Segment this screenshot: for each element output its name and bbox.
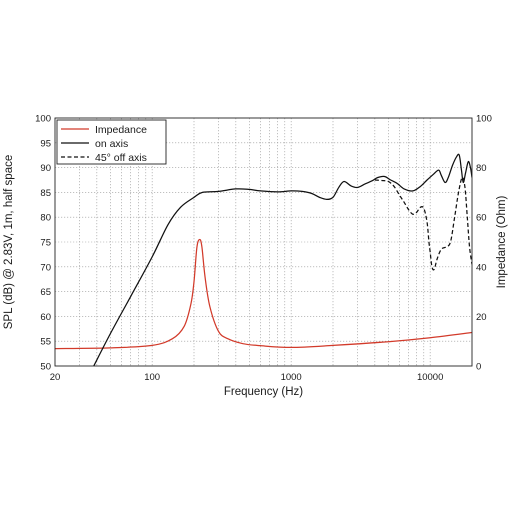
tick-labels: 20 100 1000 1000050556065707580859095100020…	[35, 114, 492, 384]
y-left-tick-label: 65	[40, 287, 51, 298]
legend: Impedance on axis 45° off axis	[56, 119, 167, 165]
y-right-tick-label: 20	[476, 312, 487, 323]
series-impedance	[55, 238, 472, 350]
y-left-tick-label: 70	[40, 262, 51, 273]
y-axis-right-title: Impedance (Ohm)	[496, 195, 508, 288]
y-left-tick-label: 80	[40, 213, 51, 224]
plot-frame	[54, 117, 473, 367]
y-left-tick-label: 100	[35, 114, 51, 125]
legend-label-on-axis: on axis	[95, 138, 128, 150]
y-right-tick-label: 0	[476, 362, 481, 373]
legend-label-impedance: Impedance	[95, 124, 147, 136]
series-off-axis	[374, 176, 472, 271]
legend-label-off-axis: 45° off axis	[95, 152, 147, 164]
grid	[55, 118, 472, 366]
series-on-axis	[93, 153, 472, 366]
y-right-tick-label: 40	[476, 262, 487, 273]
y-left-tick-label: 55	[40, 337, 51, 348]
x-tick-label: 1000	[281, 372, 302, 383]
y-left-tick-label: 60	[40, 312, 51, 323]
y-left-tick-label: 50	[40, 362, 51, 373]
y-axis-left-title: SPL (dB) @ 2.83V, 1m, half space	[3, 155, 15, 329]
y-right-tick-label: 100	[476, 114, 492, 125]
x-tick-label: 100	[144, 372, 160, 383]
y-left-tick-label: 85	[40, 188, 51, 199]
y-left-tick-label: 95	[40, 138, 51, 149]
y-left-tick-label: 90	[40, 163, 51, 174]
plot-series	[55, 153, 472, 366]
x-tick-label: 10000	[417, 372, 443, 383]
y-right-tick-label: 80	[476, 163, 487, 174]
y-right-tick-label: 60	[476, 213, 487, 224]
x-tick-label: 20	[50, 372, 61, 383]
y-left-tick-label: 75	[40, 238, 51, 249]
x-axis-title: Frequency (Hz)	[224, 386, 303, 398]
